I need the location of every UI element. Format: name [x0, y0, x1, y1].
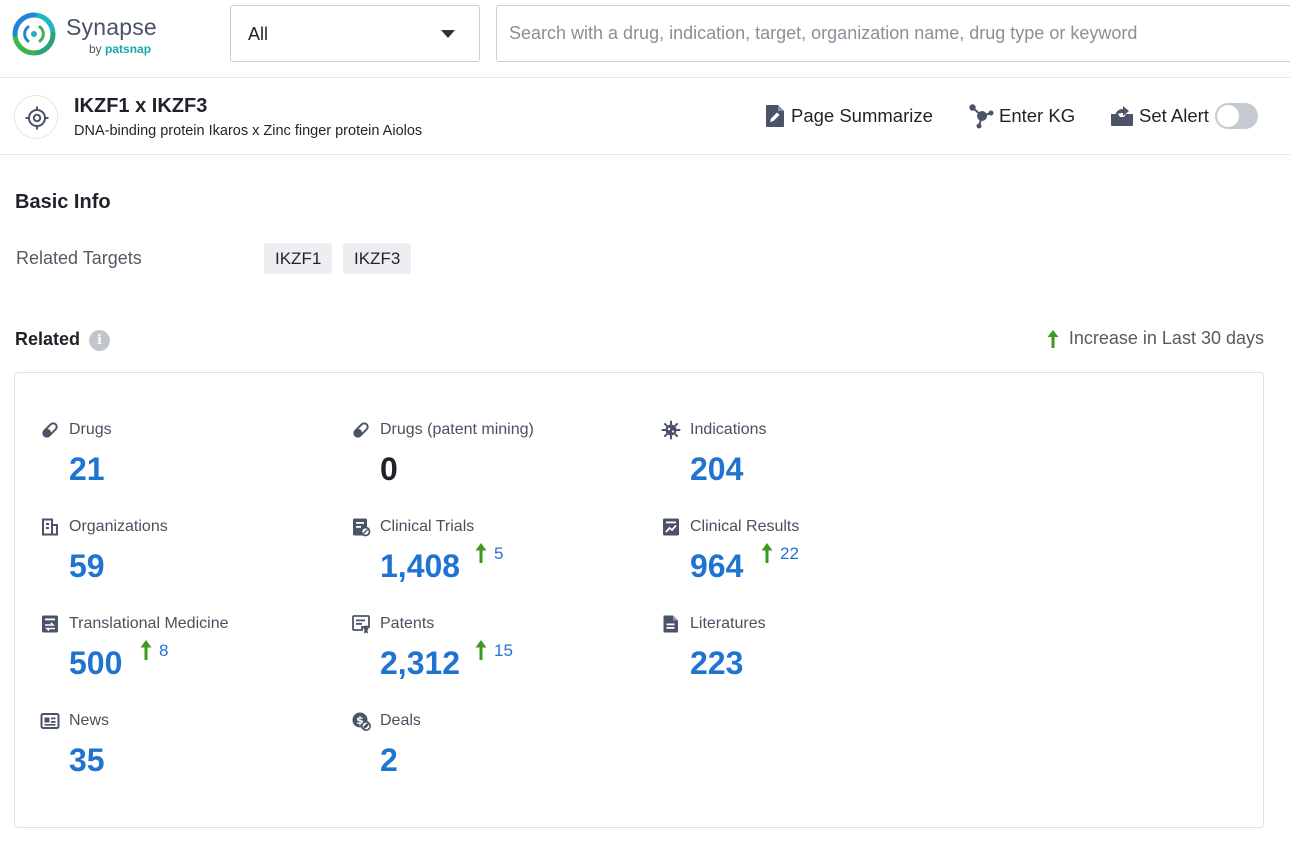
set-alert-button[interactable]: Set Alert [1110, 103, 1209, 129]
document-edit-icon [764, 104, 786, 128]
stat-news: News 35 [40, 711, 340, 791]
arrow-up-icon [1047, 330, 1059, 348]
knowledge-graph-icon [968, 103, 994, 129]
stat-value[interactable]: 964 [690, 548, 743, 585]
enter-kg-label: Enter KG [999, 105, 1075, 127]
arrow-up-icon [475, 640, 487, 660]
stat-clinical-results: Clinical Results 964 22 [661, 517, 961, 597]
related-target-chip[interactable]: IKZF1 [264, 243, 332, 274]
stat-drugs-patent-mining: Drugs (patent mining) 0 [351, 420, 651, 500]
stat-label: Translational Medicine [69, 615, 228, 633]
search-input[interactable] [497, 6, 1290, 61]
alert-inbox-icon [1110, 105, 1134, 127]
brand-name: Synapse [66, 14, 157, 41]
stat-patents: Patents 2,312 15 [351, 614, 651, 694]
set-alert-label: Set Alert [1139, 105, 1209, 127]
stat-value[interactable]: 500 [69, 645, 122, 682]
stat-label: Drugs (patent mining) [380, 421, 534, 439]
stat-translational-medicine: Translational Medicine 500 8 [40, 614, 340, 694]
search-box [496, 5, 1290, 62]
stat-increase-value[interactable]: 22 [780, 544, 799, 564]
stat-indications: Indications 204 [661, 420, 961, 500]
arrow-up-icon [140, 640, 152, 660]
stat-label: Patents [380, 615, 434, 633]
stat-label: Clinical Trials [380, 518, 474, 536]
brand-by-name: patsnap [105, 42, 151, 56]
stat-value[interactable]: 204 [690, 451, 743, 488]
clinical-trials-icon [351, 517, 371, 537]
stat-clinical-trials: Clinical Trials 1,408 5 [351, 517, 651, 597]
page-header: IKZF1 x IKZF3 DNA-binding protein Ikaros… [0, 78, 1290, 155]
target-crosshair-icon [14, 95, 58, 139]
stat-value[interactable]: 21 [69, 451, 105, 488]
increase-legend: Increase in Last 30 days [1047, 328, 1264, 349]
pill-icon [351, 420, 371, 440]
stat-literatures: Literatures 223 [661, 614, 961, 694]
stat-increase: 5 [475, 543, 503, 564]
info-icon[interactable]: i [89, 330, 110, 351]
stat-label: Literatures [690, 615, 766, 633]
stat-value[interactable]: 2,312 [380, 645, 460, 682]
stat-label: News [69, 712, 109, 730]
stat-label: Indications [690, 421, 767, 439]
synapse-logo[interactable]: Synapse by patsnap [12, 12, 172, 58]
stat-value[interactable]: 2 [380, 742, 398, 779]
clinical-results-icon [661, 517, 681, 537]
patent-icon [351, 614, 371, 634]
related-targets-label: Related Targets [16, 248, 142, 269]
news-icon [40, 711, 60, 731]
basic-info-title: Basic Info [15, 191, 111, 214]
translational-medicine-icon [40, 614, 60, 634]
stat-label: Drugs [69, 421, 112, 439]
stat-value[interactable]: 59 [69, 548, 105, 585]
stat-value[interactable]: 35 [69, 742, 105, 779]
deals-icon: $ [351, 711, 371, 731]
synapse-logo-icon [12, 12, 56, 56]
stat-value[interactable]: 1,408 [380, 548, 460, 585]
search-scope-value: All [248, 24, 268, 45]
chevron-down-icon [441, 30, 455, 38]
enter-kg-button[interactable]: Enter KG [968, 103, 1075, 129]
pill-icon [40, 420, 60, 440]
stat-increase-value[interactable]: 5 [494, 544, 503, 564]
search-scope-select[interactable]: All [230, 5, 480, 62]
brand-by-prefix: by [89, 42, 102, 56]
brand-byline: by patsnap [89, 42, 151, 56]
arrow-up-icon [761, 543, 773, 563]
top-bar: Synapse by patsnap All [0, 0, 1290, 78]
virus-icon [661, 420, 681, 440]
stat-deals: $ Deals 2 [351, 711, 651, 791]
page-summarize-button[interactable]: Page Summarize [764, 103, 933, 129]
stat-value[interactable]: 223 [690, 645, 743, 682]
page-subtitle: DNA-binding protein Ikaros x Zinc finger… [74, 123, 422, 139]
building-icon [40, 517, 60, 537]
toggle-knob [1217, 105, 1239, 127]
related-title: Related [15, 329, 80, 350]
related-target-chip[interactable]: IKZF3 [343, 243, 411, 274]
stat-drugs: Drugs 21 [40, 420, 340, 500]
arrow-up-icon [475, 543, 487, 563]
stat-increase-value[interactable]: 15 [494, 641, 513, 661]
page-title: IKZF1 x IKZF3 [74, 95, 207, 118]
stat-increase: 22 [761, 543, 799, 564]
stat-label: Clinical Results [690, 518, 799, 536]
stat-increase: 8 [140, 640, 168, 661]
increase-legend-label: Increase in Last 30 days [1069, 328, 1264, 349]
stat-label: Organizations [69, 518, 168, 536]
stat-label: Deals [380, 712, 421, 730]
page-summarize-label: Page Summarize [791, 105, 933, 127]
stat-organizations: Organizations 59 [40, 517, 340, 597]
literature-icon [661, 614, 681, 634]
stat-increase: 15 [475, 640, 513, 661]
stat-value: 0 [380, 451, 398, 488]
stat-increase-value[interactable]: 8 [159, 641, 168, 661]
set-alert-toggle[interactable] [1215, 103, 1258, 129]
